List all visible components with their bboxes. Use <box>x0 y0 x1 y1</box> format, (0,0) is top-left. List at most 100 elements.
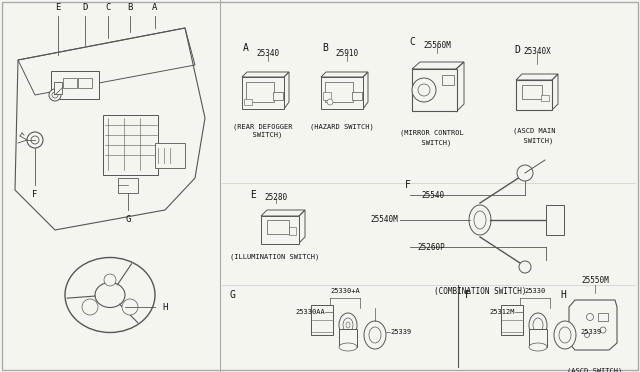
Text: (REAR DEFOGGER: (REAR DEFOGGER <box>233 123 292 129</box>
Text: SWITCH): SWITCH) <box>413 139 451 145</box>
Bar <box>598 313 608 321</box>
Text: C: C <box>106 3 111 12</box>
Bar <box>546 205 564 235</box>
Text: (MIRROR CONTROL: (MIRROR CONTROL <box>400 130 464 137</box>
Ellipse shape <box>469 205 491 235</box>
Text: (ASCD SWITCH): (ASCD SWITCH) <box>568 367 623 372</box>
Bar <box>311 305 333 335</box>
Circle shape <box>418 84 430 96</box>
Circle shape <box>519 261 531 273</box>
Bar <box>118 177 138 192</box>
Text: B: B <box>127 3 132 12</box>
Circle shape <box>82 299 98 315</box>
Ellipse shape <box>95 282 125 308</box>
Bar <box>529 329 547 347</box>
Text: 25540: 25540 <box>422 190 445 199</box>
Text: 25330+A: 25330+A <box>330 288 360 294</box>
Bar <box>246 82 274 102</box>
Bar <box>412 69 456 111</box>
Ellipse shape <box>554 321 576 349</box>
Ellipse shape <box>369 327 381 343</box>
Text: A: A <box>243 43 249 53</box>
Bar <box>78 78 92 88</box>
Ellipse shape <box>346 322 350 328</box>
Circle shape <box>27 132 43 148</box>
Text: E: E <box>250 190 256 200</box>
Text: 25339: 25339 <box>390 329 412 335</box>
Text: G: G <box>125 215 131 224</box>
Text: G: G <box>230 290 236 300</box>
Text: D: D <box>83 3 88 12</box>
Text: 25260P: 25260P <box>417 243 445 251</box>
Text: H: H <box>560 290 566 300</box>
Bar <box>325 82 353 102</box>
Text: 25540M: 25540M <box>371 215 398 224</box>
Ellipse shape <box>529 313 547 337</box>
Text: A: A <box>152 3 157 12</box>
Bar <box>51 71 99 99</box>
Text: 25910: 25910 <box>335 49 358 58</box>
Ellipse shape <box>533 318 543 332</box>
Ellipse shape <box>65 257 155 333</box>
Circle shape <box>600 327 606 333</box>
Bar <box>267 220 289 234</box>
Text: SWITCH): SWITCH) <box>515 137 553 144</box>
Circle shape <box>586 314 593 321</box>
Circle shape <box>584 333 589 337</box>
Circle shape <box>122 299 138 315</box>
Text: 25330: 25330 <box>524 288 546 294</box>
Circle shape <box>517 165 533 181</box>
Text: 25280: 25280 <box>264 192 287 202</box>
Bar <box>261 216 299 244</box>
Text: F: F <box>32 190 38 199</box>
Bar <box>516 80 552 110</box>
Text: SWITCH): SWITCH) <box>244 132 282 138</box>
Ellipse shape <box>559 327 571 343</box>
Circle shape <box>327 99 333 105</box>
Text: 25340: 25340 <box>257 49 280 58</box>
Ellipse shape <box>339 313 357 337</box>
Text: D: D <box>514 45 520 55</box>
Bar <box>244 99 252 105</box>
Bar <box>273 92 283 100</box>
Bar <box>321 77 363 109</box>
Bar <box>541 95 549 101</box>
Text: (ILLUMINATION SWITCH): (ILLUMINATION SWITCH) <box>230 253 319 260</box>
Text: 25312M: 25312M <box>490 309 515 315</box>
Text: E: E <box>55 3 61 12</box>
Text: (HAZARD SWITCH): (HAZARD SWITCH) <box>310 123 374 129</box>
Circle shape <box>104 274 116 286</box>
Ellipse shape <box>364 321 386 349</box>
Bar <box>501 305 523 335</box>
Circle shape <box>31 136 39 144</box>
Bar <box>54 82 62 94</box>
Text: 25340X: 25340X <box>523 48 551 57</box>
Bar <box>339 329 357 347</box>
Text: 25339: 25339 <box>580 329 601 335</box>
Bar <box>522 85 542 99</box>
Text: F: F <box>405 180 411 190</box>
Ellipse shape <box>529 343 547 351</box>
Circle shape <box>412 78 436 102</box>
Text: H: H <box>162 302 168 311</box>
Bar <box>352 92 362 100</box>
Ellipse shape <box>474 211 486 229</box>
Ellipse shape <box>343 318 353 332</box>
Bar <box>155 142 185 167</box>
Bar <box>63 78 77 88</box>
Bar <box>102 115 157 175</box>
Text: (ASCD MAIN: (ASCD MAIN <box>513 128 556 135</box>
Text: F: F <box>465 290 471 300</box>
Bar <box>289 227 296 235</box>
Circle shape <box>49 89 61 101</box>
Text: 25330AA: 25330AA <box>295 309 325 315</box>
Bar <box>323 92 331 100</box>
Bar <box>242 77 284 109</box>
Ellipse shape <box>339 343 357 351</box>
Text: C: C <box>409 37 415 47</box>
Circle shape <box>52 92 58 98</box>
Text: 25560M: 25560M <box>423 41 451 49</box>
Text: (COMBINATION SWITCH): (COMBINATION SWITCH) <box>434 287 526 296</box>
Text: B: B <box>322 43 328 53</box>
Bar <box>442 75 454 85</box>
